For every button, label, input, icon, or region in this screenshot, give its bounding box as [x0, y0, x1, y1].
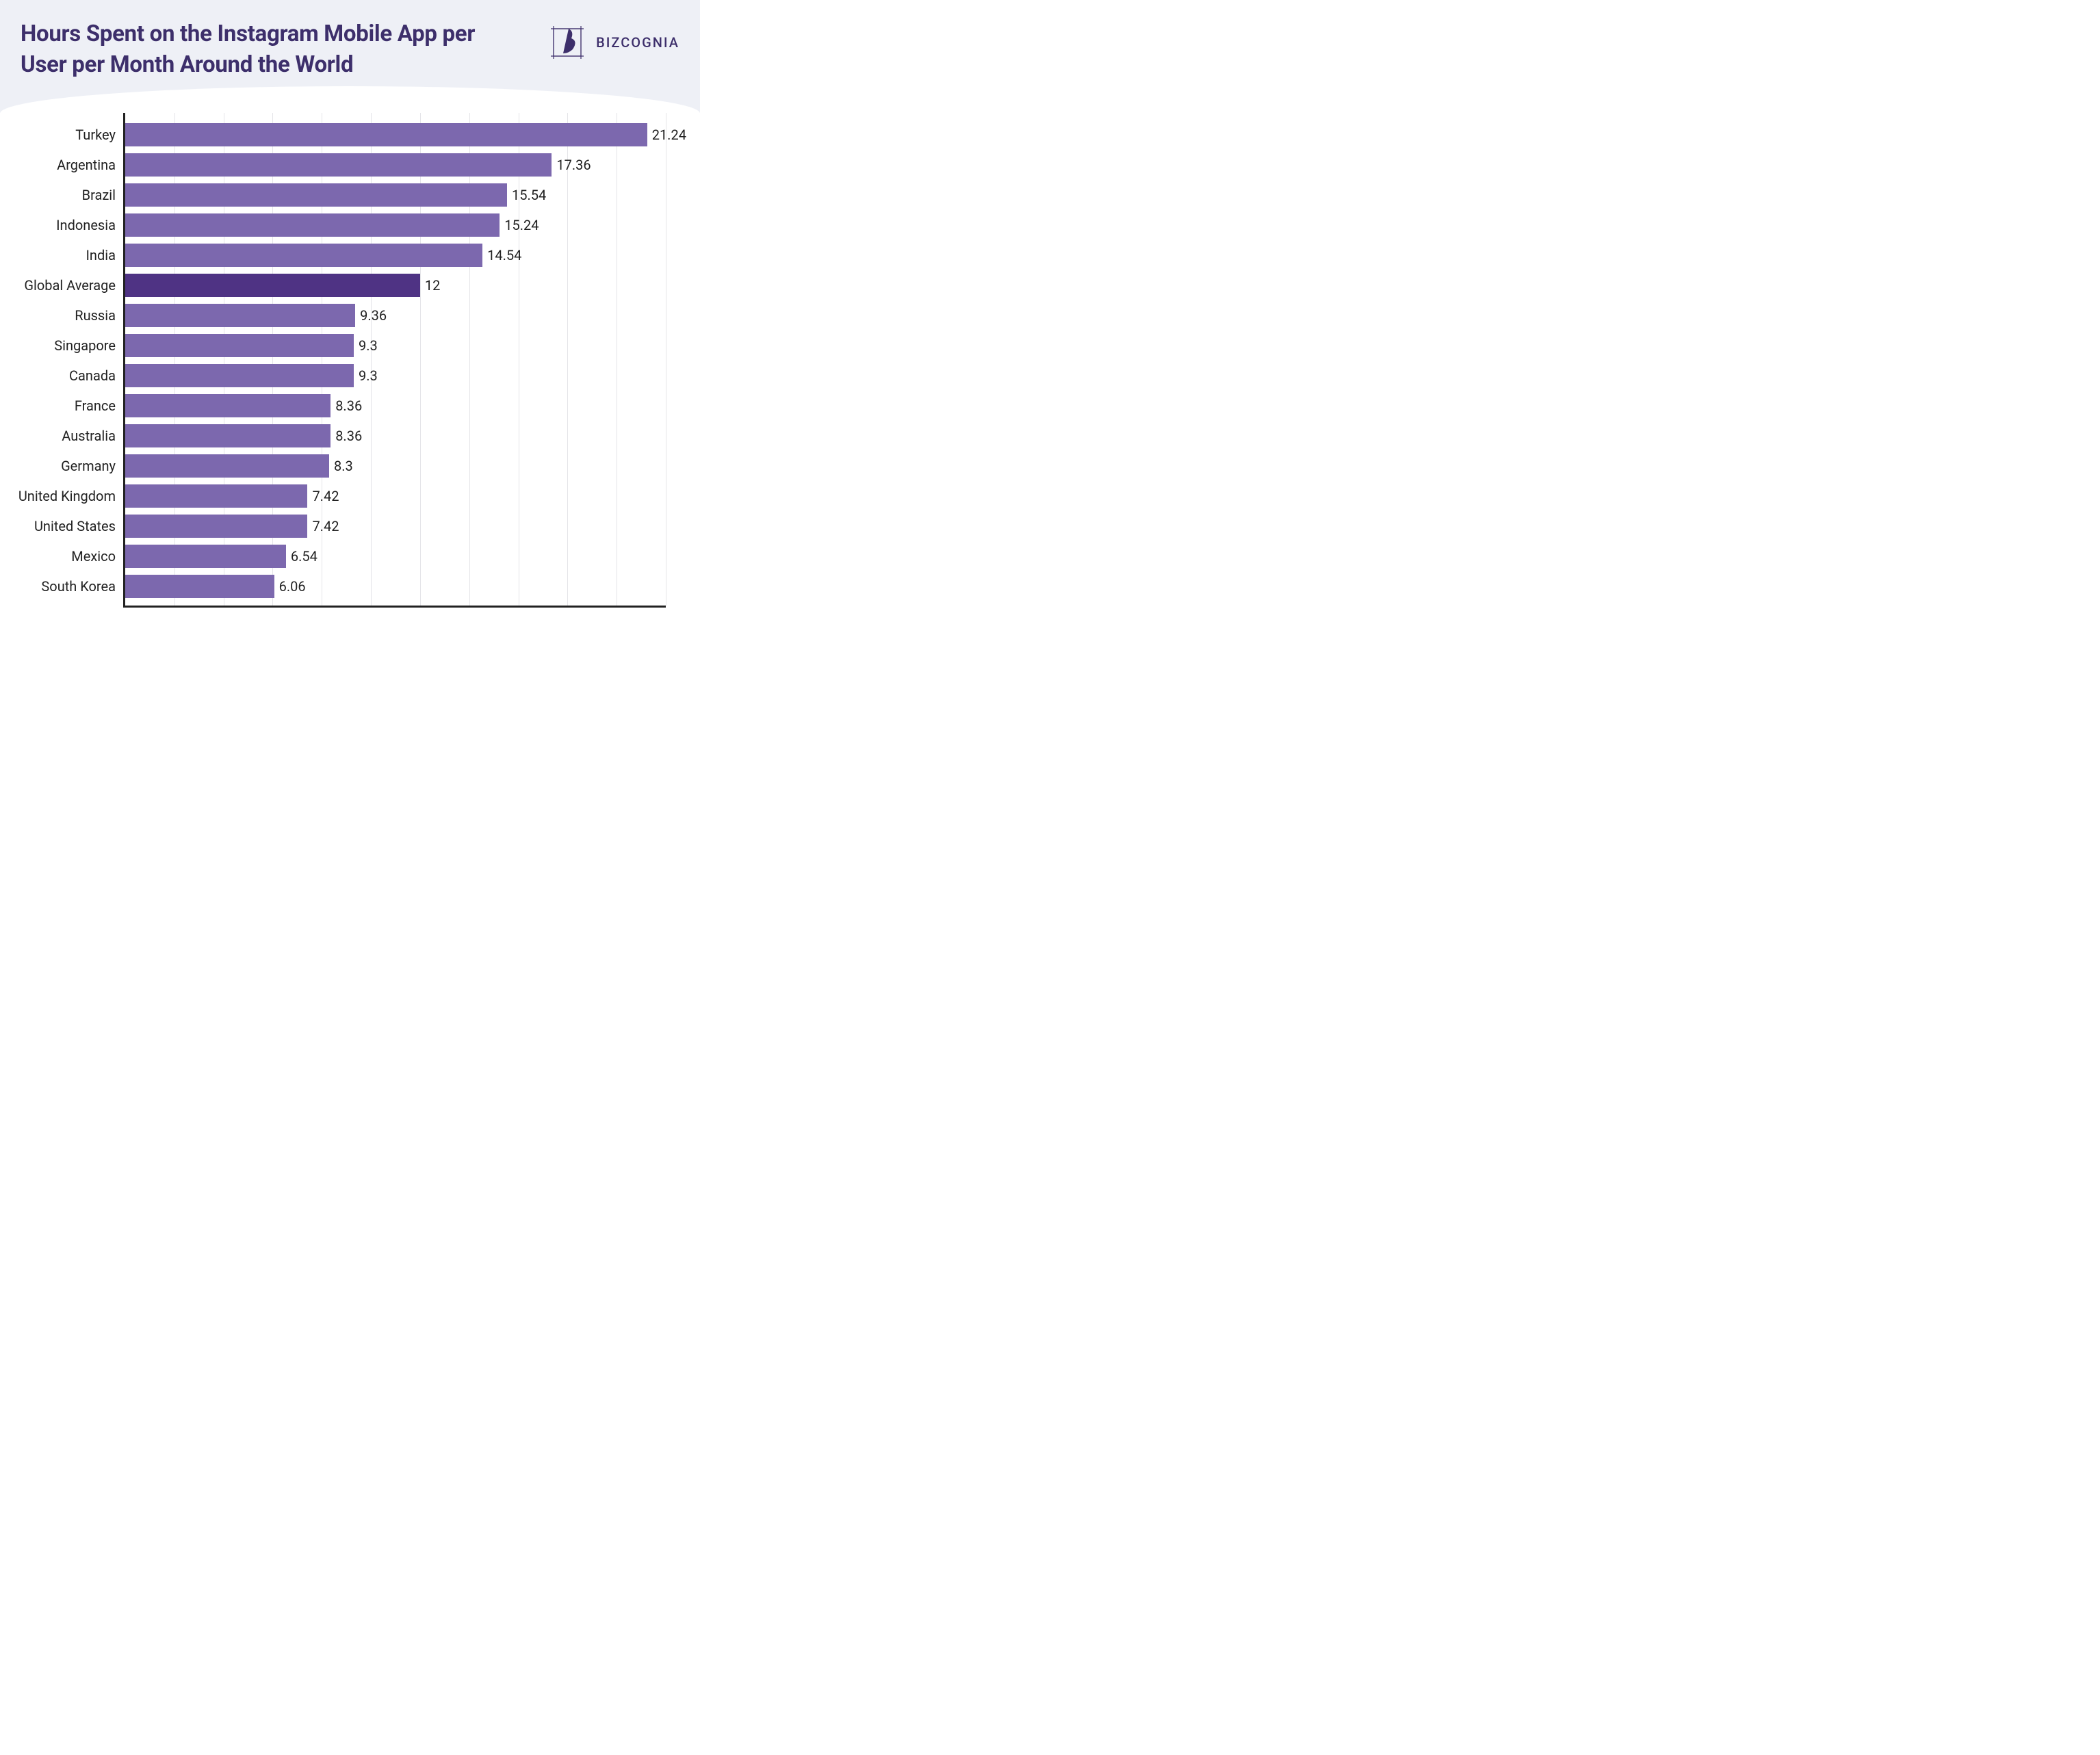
bar: 9.3	[125, 334, 354, 357]
bar-row: France8.36	[125, 391, 666, 421]
brand-logo-icon	[548, 23, 586, 62]
bar-row: United States7.42	[125, 511, 666, 541]
bar-value: 14.54	[482, 247, 521, 263]
bar-chart: Turkey21.24Argentina17.36Brazil15.54Indo…	[123, 113, 666, 608]
bar-value: 8.36	[330, 398, 362, 414]
bar-label: Australia	[0, 428, 125, 444]
bar: 8.3	[125, 454, 329, 478]
bar: 8.36	[125, 394, 330, 417]
bar-value: 8.3	[329, 458, 353, 474]
bar-label: Argentina	[0, 157, 125, 173]
bar-value: 12	[420, 277, 440, 294]
bar-label: Germany	[0, 458, 125, 474]
bar-label: South Korea	[0, 578, 125, 595]
bar-value: 7.42	[307, 488, 339, 504]
bar-value: 6.06	[274, 578, 306, 595]
bar-value: 8.36	[330, 428, 362, 444]
bar: 12	[125, 274, 420, 297]
chart-title: Hours Spent on the Instagram Mobile App …	[21, 19, 513, 80]
brand-name: BIZCOGNIA	[596, 34, 679, 51]
bar-label: Indonesia	[0, 217, 125, 233]
bar: 15.54	[125, 183, 507, 207]
bar: 8.36	[125, 424, 330, 447]
bar-row: Brazil15.54	[125, 180, 666, 210]
bar-row: Russia9.36	[125, 300, 666, 330]
bar-value: 15.54	[507, 187, 546, 203]
bar-row: Indonesia15.24	[125, 210, 666, 240]
bar-row: India14.54	[125, 240, 666, 270]
bar-label: Mexico	[0, 548, 125, 564]
bar: 7.42	[125, 515, 307, 538]
bar-label: Global Average	[0, 277, 125, 294]
bar-value: 9.36	[355, 307, 387, 324]
bar: 15.24	[125, 213, 500, 237]
bar: 6.54	[125, 545, 286, 568]
bar-row: Mexico6.54	[125, 541, 666, 571]
bar-row: Canada9.3	[125, 361, 666, 391]
bar-label: France	[0, 398, 125, 414]
brand: BIZCOGNIA	[548, 19, 679, 62]
bar-label: Singapore	[0, 337, 125, 354]
bar-value: 9.3	[354, 337, 378, 354]
bar-value: 21.24	[647, 127, 686, 143]
bar-row: Germany8.3	[125, 451, 666, 481]
bar-row: Turkey21.24	[125, 120, 666, 150]
chart-area: Turkey21.24Argentina17.36Brazil15.54Indo…	[0, 113, 700, 628]
bar-value: 15.24	[500, 217, 539, 233]
bar-label: United Kingdom	[0, 488, 125, 504]
bar-row: Australia8.36	[125, 421, 666, 451]
bar-row: Argentina17.36	[125, 150, 666, 180]
bar: 6.06	[125, 575, 274, 598]
bar: 17.36	[125, 153, 552, 177]
bar-row: United Kingdom7.42	[125, 481, 666, 511]
bar-value: 7.42	[307, 518, 339, 534]
bar-label: United States	[0, 518, 125, 534]
bar-label: India	[0, 247, 125, 263]
bar-row: Global Average12	[125, 270, 666, 300]
bar: 9.36	[125, 304, 355, 327]
bar-label: Brazil	[0, 187, 125, 203]
bar-label: Canada	[0, 367, 125, 384]
bar-rows: Turkey21.24Argentina17.36Brazil15.54Indo…	[125, 113, 666, 606]
bar-row: South Korea6.06	[125, 571, 666, 601]
bar: 9.3	[125, 364, 354, 387]
bar: 7.42	[125, 484, 307, 508]
bar-value: 17.36	[552, 157, 591, 173]
bar-row: Singapore9.3	[125, 330, 666, 361]
header: Hours Spent on the Instagram Mobile App …	[0, 0, 700, 113]
bar-label: Russia	[0, 307, 125, 324]
bar-value: 9.3	[354, 367, 378, 384]
bar: 21.24	[125, 123, 647, 146]
bar-value: 6.54	[286, 548, 317, 564]
bar-label: Turkey	[0, 127, 125, 143]
bar: 14.54	[125, 244, 482, 267]
